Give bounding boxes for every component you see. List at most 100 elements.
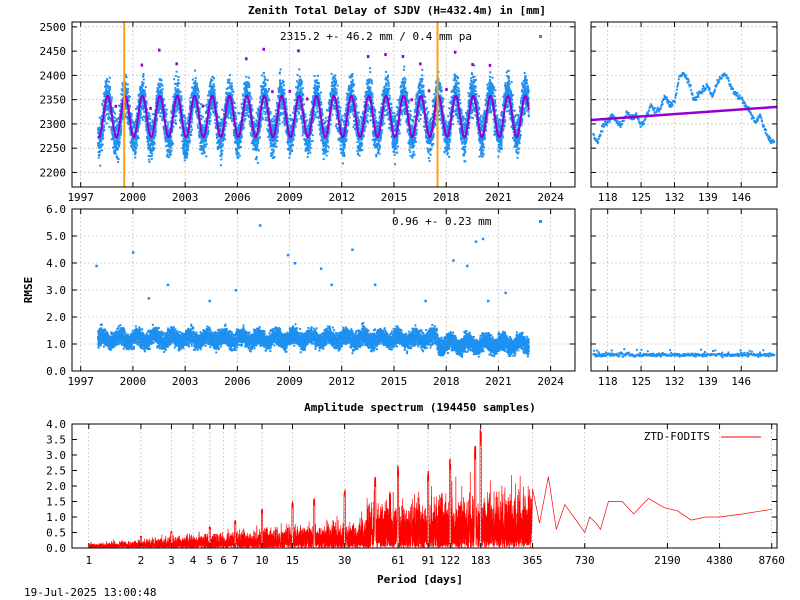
ztd-point bbox=[133, 121, 136, 124]
ztd-point bbox=[157, 87, 160, 90]
ztd-point bbox=[176, 98, 179, 101]
ztd-point bbox=[347, 122, 350, 125]
ztd-point bbox=[300, 93, 303, 96]
ztd-point bbox=[194, 98, 197, 101]
ztd-point bbox=[165, 136, 168, 139]
page-title: Zenith Total Delay of SJDV (H=432.4m) in… bbox=[248, 4, 546, 17]
ztd-point bbox=[328, 131, 331, 134]
ztd-point bbox=[183, 156, 186, 159]
ztd-point bbox=[144, 120, 147, 123]
ztd-point bbox=[191, 78, 194, 81]
ztd-point bbox=[127, 97, 130, 100]
ztd-point bbox=[239, 140, 242, 143]
ztd-point bbox=[276, 139, 279, 142]
ztd-point bbox=[312, 118, 315, 121]
ztd-point bbox=[168, 156, 171, 159]
ztd-point bbox=[187, 145, 190, 148]
ztd-point bbox=[352, 90, 355, 93]
ztd-point bbox=[151, 142, 154, 145]
ztd-point bbox=[102, 137, 105, 140]
ztd-point bbox=[154, 133, 157, 136]
ztd-x-tick-label: 2018 bbox=[433, 191, 460, 204]
ztd-point bbox=[135, 112, 138, 115]
ztd-point bbox=[189, 130, 192, 133]
ztd-point bbox=[157, 105, 160, 108]
ztd-point bbox=[172, 121, 175, 124]
ztd-point bbox=[132, 142, 135, 145]
ztd-point bbox=[328, 103, 331, 106]
ztd-point bbox=[190, 112, 193, 115]
ztd-point bbox=[126, 117, 129, 120]
ztd-point bbox=[187, 112, 190, 115]
ztd-point bbox=[100, 114, 103, 117]
ztd-point bbox=[191, 113, 194, 116]
ztd-point bbox=[276, 128, 279, 131]
ztd-point bbox=[150, 157, 153, 160]
ztd-point bbox=[103, 98, 106, 101]
ztd-point bbox=[118, 144, 121, 147]
ztd-point bbox=[158, 101, 161, 104]
ztd-point bbox=[309, 143, 312, 146]
ztd-point bbox=[154, 125, 157, 128]
ztd-point bbox=[148, 139, 151, 142]
ztd-point bbox=[152, 148, 155, 151]
ztd-point bbox=[175, 115, 178, 118]
ztd-point bbox=[309, 151, 312, 154]
ztd-point bbox=[231, 88, 234, 91]
ztd-point bbox=[319, 91, 322, 94]
ztd-point bbox=[178, 111, 181, 114]
ztd-point bbox=[311, 134, 314, 137]
ztd-point bbox=[244, 114, 247, 117]
ztd-point bbox=[142, 82, 145, 85]
ztd-point bbox=[102, 125, 105, 128]
ztd-point bbox=[339, 144, 342, 147]
ztd-point bbox=[121, 99, 124, 102]
ztd-point bbox=[134, 108, 137, 111]
ztd-point bbox=[105, 106, 108, 109]
ztd-point bbox=[151, 137, 154, 140]
ztd-point bbox=[291, 144, 294, 147]
ztd-point bbox=[111, 96, 114, 99]
ztd-point bbox=[189, 102, 192, 105]
ztd-point bbox=[119, 132, 122, 135]
ztd-point bbox=[188, 141, 191, 144]
ztd-point bbox=[162, 104, 165, 107]
ztd-point bbox=[186, 142, 189, 145]
ztd-point bbox=[346, 129, 349, 132]
ztd-point bbox=[143, 110, 146, 113]
ztd-point bbox=[206, 132, 209, 135]
ztd-point bbox=[278, 86, 281, 89]
ztd-point bbox=[134, 152, 137, 155]
ztd-point bbox=[218, 116, 221, 119]
ztd-point bbox=[313, 75, 316, 78]
ztd-point bbox=[230, 85, 233, 88]
ztd-point bbox=[335, 88, 338, 91]
ztd-point bbox=[239, 146, 242, 149]
ztd-point bbox=[126, 95, 129, 98]
ztd-point bbox=[182, 138, 185, 141]
ztd-point bbox=[205, 143, 208, 146]
ztd-point bbox=[151, 149, 154, 152]
ztd-point bbox=[157, 88, 160, 91]
ztd-point bbox=[337, 96, 340, 99]
ztd-point bbox=[133, 125, 136, 128]
ztd-point bbox=[152, 144, 155, 147]
ztd-point bbox=[287, 142, 290, 145]
ztd-point bbox=[126, 88, 129, 91]
ztd-point bbox=[143, 106, 146, 109]
ztd-point bbox=[240, 136, 243, 139]
ztd-point bbox=[275, 145, 278, 148]
ztd-point bbox=[251, 109, 254, 112]
ztd-point bbox=[183, 142, 186, 145]
ztd-point bbox=[145, 124, 148, 127]
ztd-point bbox=[109, 97, 112, 100]
ztd-point bbox=[183, 150, 186, 153]
ztd-point bbox=[195, 93, 198, 96]
ztd-point bbox=[141, 92, 144, 95]
ztd-point bbox=[118, 142, 121, 145]
ztd-point bbox=[289, 153, 292, 156]
ztd-point bbox=[173, 82, 176, 85]
ztd-point bbox=[205, 134, 208, 137]
ztd-point bbox=[140, 116, 143, 119]
ztd-y-tick-label: 2400 bbox=[40, 69, 67, 82]
